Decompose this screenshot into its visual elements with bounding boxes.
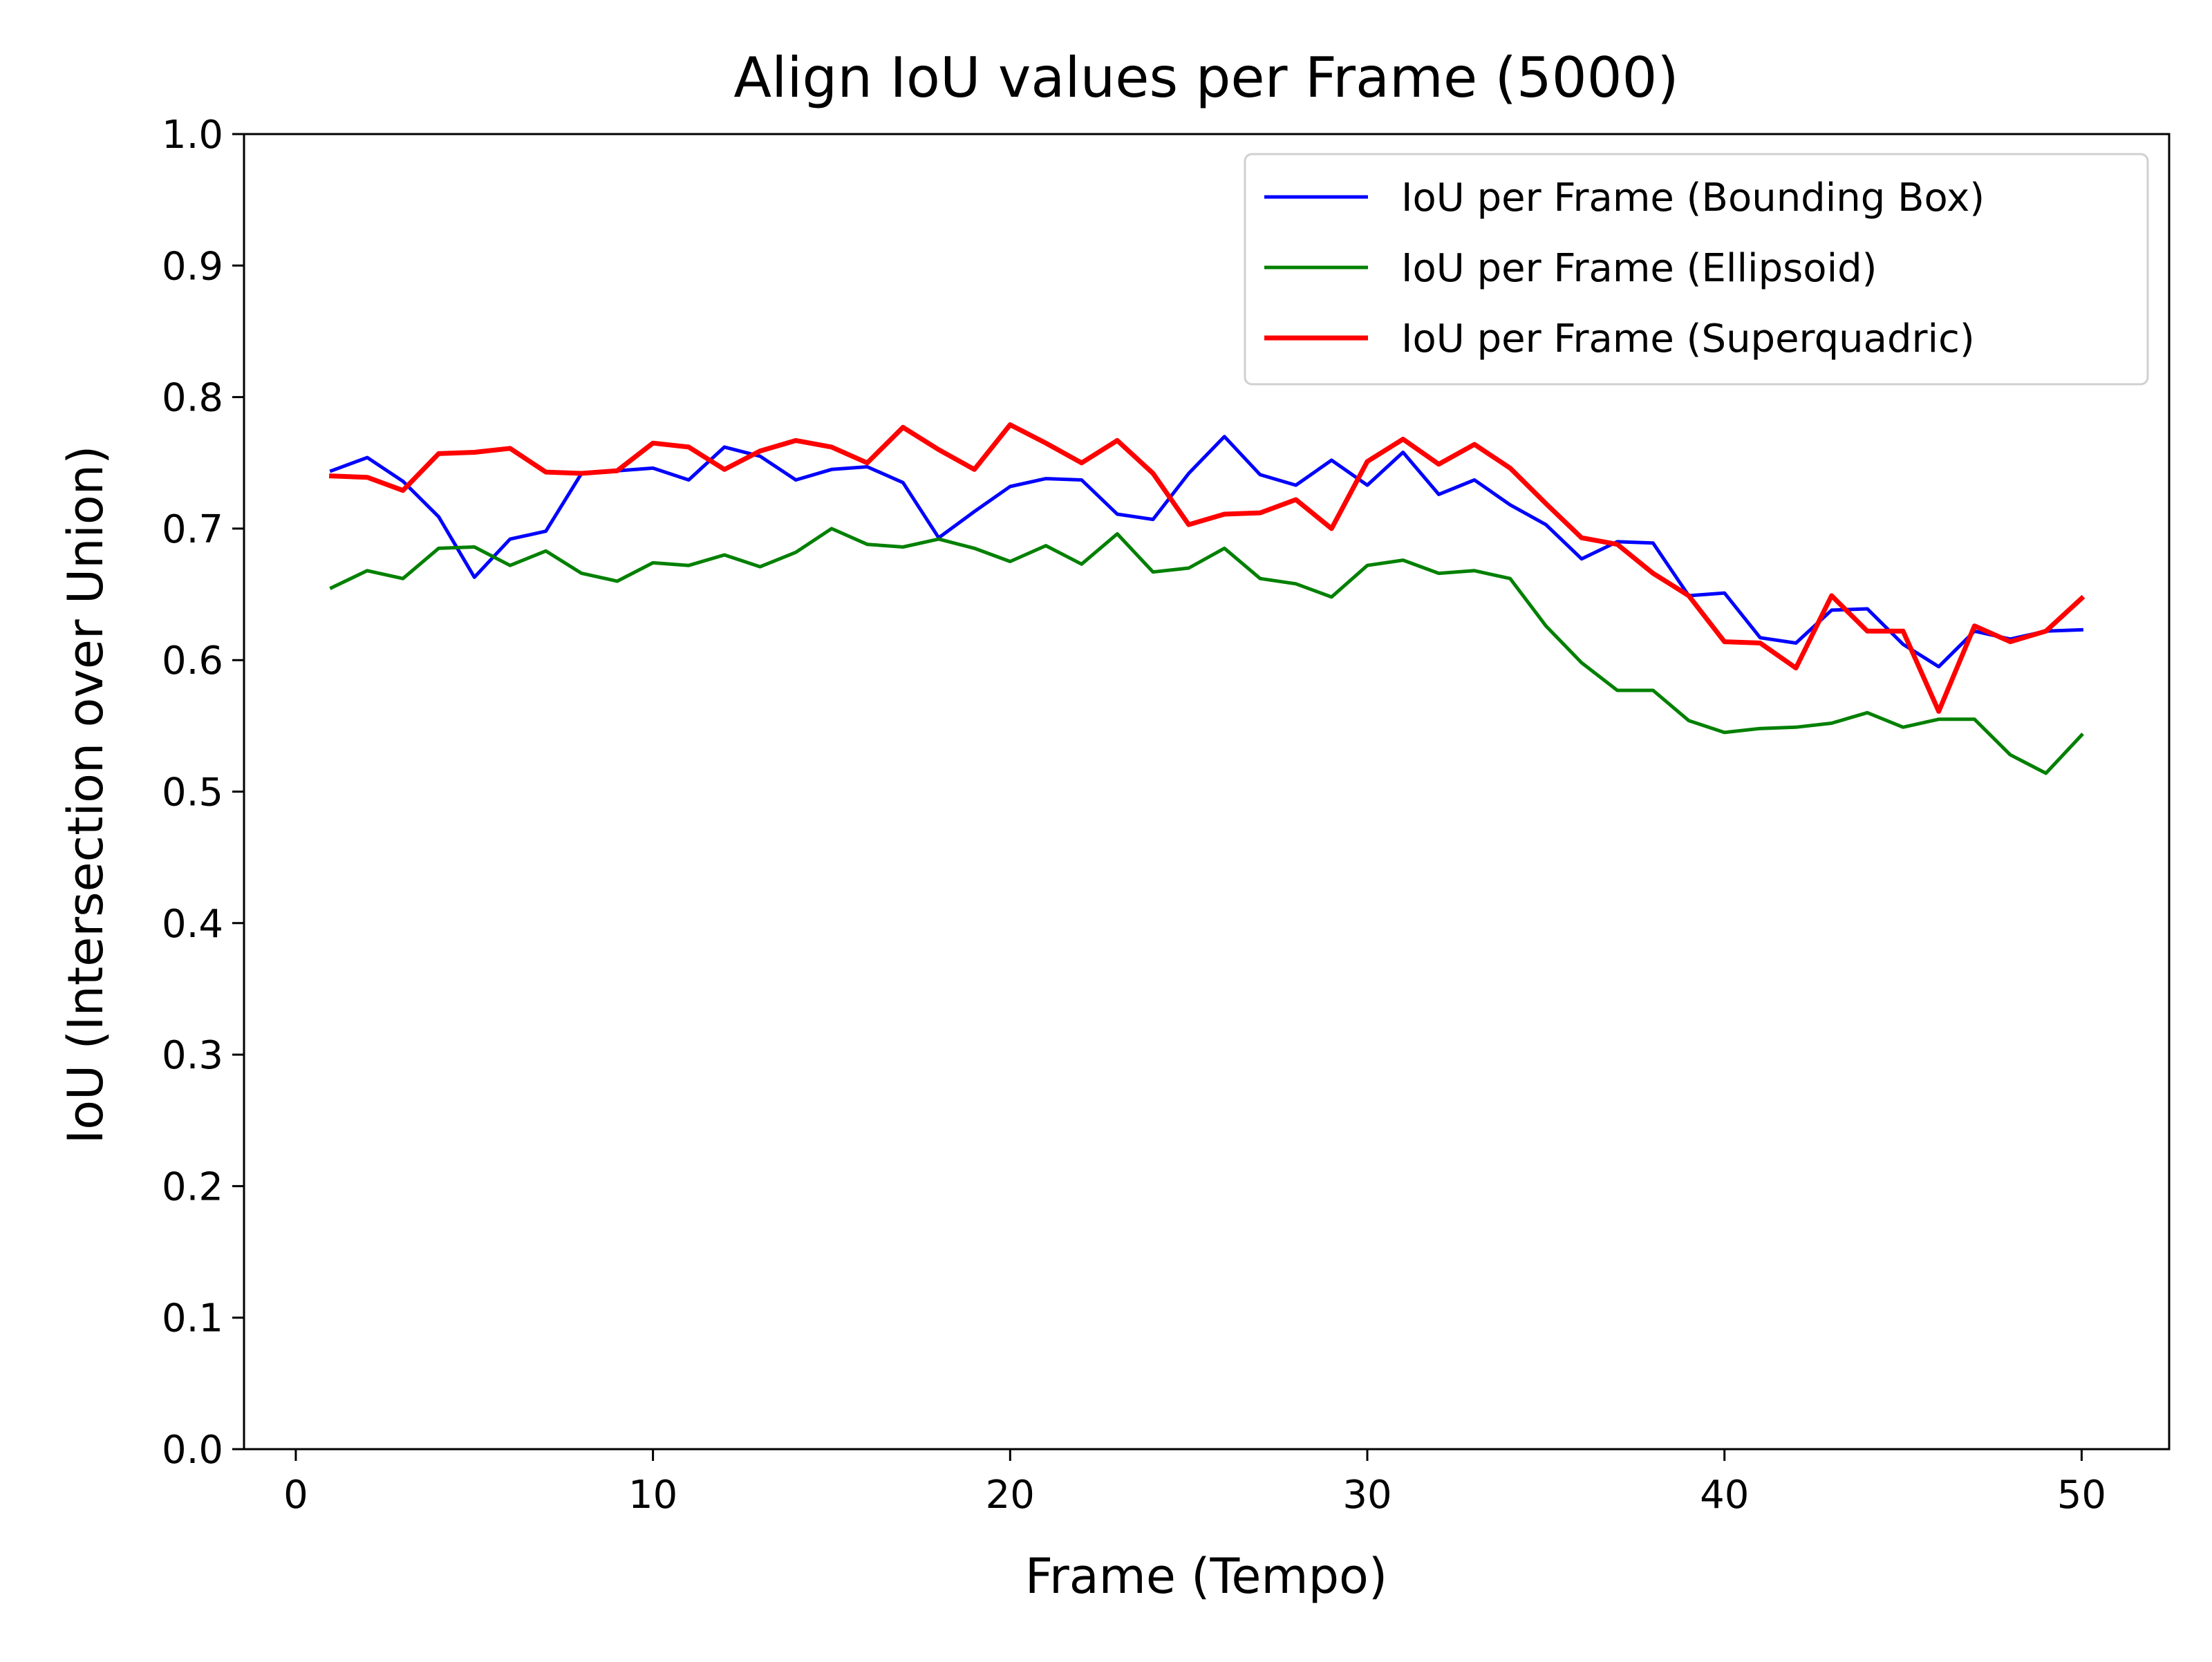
- chart-title: Align IoU values per Frame (5000): [733, 46, 1678, 110]
- legend-label-3: IoU per Frame (Superquadric): [1401, 317, 1975, 361]
- plot-area: 0 10 20 30 40 50 0.0 0.1 0.2 0.3 0.4 0.5 0.6 0.7 0.8 0.…: [162, 113, 2171, 1518]
- y-tick-label: 0.5: [162, 771, 223, 815]
- y-tick-label: 0.6: [162, 639, 223, 683]
- x-tick-label: 0: [283, 1473, 308, 1518]
- legend-label-2: IoU per Frame (Ellipsoid): [1401, 246, 1877, 291]
- x-tick-label: 50: [2057, 1473, 2106, 1518]
- series-line-2: [329, 527, 2084, 775]
- x-tick-label: 30: [1342, 1473, 1391, 1518]
- x-tick-label: 10: [628, 1473, 677, 1518]
- y-tick-label: 0.2: [162, 1164, 223, 1209]
- legend-label-1: IoU per Frame (Bounding Box): [1401, 176, 1985, 220]
- x-tick-label: 20: [986, 1473, 1035, 1518]
- y-tick-label: 0.3: [162, 1033, 223, 1078]
- y-axis-label: IoU (Intersection over Union): [57, 446, 114, 1144]
- series-line-1: [329, 435, 2083, 669]
- y-tick-label: 0.1: [162, 1296, 223, 1341]
- y-tick-label: 1.0: [162, 113, 223, 158]
- y-tick-label: 0.9: [162, 244, 223, 289]
- y-tick-label: 0.8: [162, 376, 223, 421]
- y-tick-label: 0.4: [162, 902, 223, 947]
- y-tick-label: 0.0: [162, 1428, 223, 1473]
- series-line-3: [328, 422, 2086, 714]
- x-axis-label: Frame (Tempo): [1025, 1548, 1387, 1605]
- legend: IoU per Frame (Bounding Box) IoU per Fram…: [1244, 153, 2149, 386]
- y-tick-label: 0.7: [162, 507, 223, 552]
- x-tick-label: 40: [1700, 1473, 1749, 1518]
- legend-box: [1244, 153, 2149, 386]
